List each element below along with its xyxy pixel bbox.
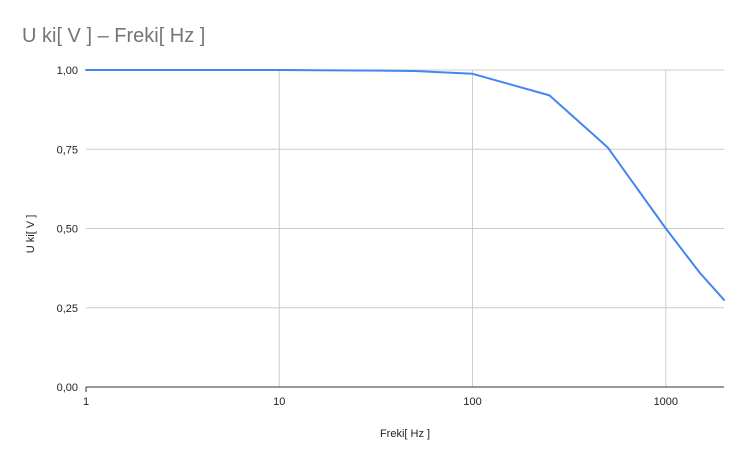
y-tick-label: 0,25 <box>57 303 78 315</box>
y-tick-label: 0,00 <box>57 382 78 394</box>
x-tick-label: 1000 <box>654 396 678 408</box>
x-axis-label: Freki[ Hz ] <box>380 428 430 440</box>
grid <box>86 69 724 387</box>
x-tick-label: 1 <box>83 396 89 408</box>
series-group <box>85 69 725 301</box>
tick-labels: 0,00 0,25 0,50 0,75 1,00 1 10 100 1000 <box>57 65 678 408</box>
chart-title: U ki[ V ] – Freki[ Hz ] <box>22 25 205 47</box>
y-axis-label: U ki[ V ] <box>25 215 37 254</box>
series-line <box>85 69 725 301</box>
axes <box>85 386 724 392</box>
y-tick-label: 0,50 <box>57 224 78 236</box>
x-tick-label: 10 <box>273 396 285 408</box>
y-tick-label: 0,75 <box>57 144 78 156</box>
y-tick-label: 1,00 <box>57 65 78 77</box>
x-tick-label: 100 <box>463 396 481 408</box>
